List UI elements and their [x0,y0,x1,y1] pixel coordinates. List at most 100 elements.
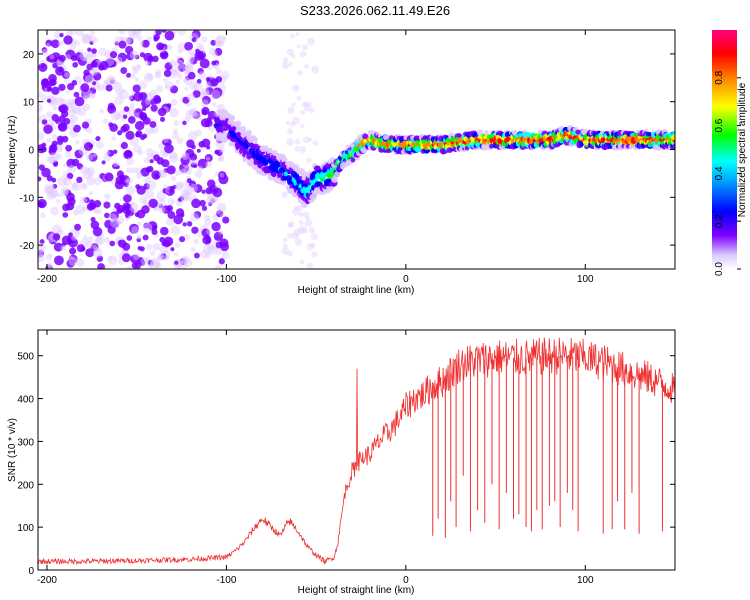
heatmap-point [109,240,116,247]
heatmap-point [50,39,60,49]
heatmap-point [146,36,153,42]
heatmap-point [179,162,190,173]
heatmap-point [63,78,69,84]
heatmap-point [139,41,144,46]
heatmap-point [218,154,224,160]
heatmap-point [196,42,204,50]
heatmap-point [334,170,341,177]
heatmap-point [197,158,208,169]
heatmap-point [61,189,69,197]
heatmap-point [169,59,177,67]
heatmap-point [198,141,206,148]
heatmap-point [291,231,300,240]
heatmap-point [289,33,296,39]
heatmap-point [207,110,217,120]
heatmap-point [159,206,166,214]
heatmap-point [211,60,217,66]
heatmap-point [82,95,89,101]
heatmap-point [119,36,124,41]
heatmap-point [58,83,66,91]
heatmap-point [212,51,218,58]
heatmap-point [125,130,135,140]
heatmap-point [205,76,211,82]
heatmap-point [134,64,141,71]
heatmap-point [175,183,182,190]
heatmap-point [197,68,204,75]
heatmap-point [304,219,313,228]
heatmap-point [183,233,190,241]
heatmap-point [207,244,215,251]
heatmap-point [125,185,135,196]
heatmap-point [167,198,175,206]
heatmap-point [202,95,211,105]
heatmap-point [187,71,196,80]
heatmap-point [217,40,224,47]
heatmap-point [160,50,168,59]
heatmap-point [46,155,55,164]
heatmap-point [82,103,90,111]
y-tick-label: -10 [20,193,35,204]
heatmap-point [177,42,187,52]
heatmap-point [163,254,170,261]
heatmap-point [201,228,210,237]
heatmap-point [108,77,117,85]
heatmap-point [66,259,75,268]
heatmap-point [210,78,219,87]
heatmap-point [104,172,114,182]
heatmap-point [187,48,195,56]
heatmap-point [281,191,288,198]
heatmap-point [46,98,52,103]
heatmap-point [48,253,53,258]
heatmap-point [68,30,77,36]
heatmap-point [144,127,150,132]
heatmap-point [201,99,209,108]
heatmap-point [59,32,64,38]
heatmap-point [135,131,141,138]
heatmap-point [184,41,193,51]
heatmap-point [126,37,134,45]
heatmap-point [202,235,212,245]
heatmap-point [126,157,135,166]
heatmap-point [221,251,230,260]
heatmap-point [304,104,312,112]
heatmap-point [87,236,94,243]
heatmap-point [109,60,117,68]
heatmap-point [131,226,139,234]
heatmap-point [163,137,169,143]
heatmap-point [38,131,45,141]
heatmap-point [149,127,155,133]
heatmap-point [136,149,144,156]
heatmap-point [58,115,66,123]
heatmap-point [104,193,111,200]
heatmap-point [53,242,63,252]
heatmap-point [168,188,174,194]
heatmap-point [184,86,189,92]
heatmap-point [91,52,97,58]
heatmap-point [127,30,137,37]
heatmap-point [69,42,77,50]
heatmap-point [145,99,151,105]
heatmap-point [38,153,41,158]
heatmap-point [300,170,307,178]
heatmap-point [194,170,203,178]
heatmap-point [147,130,152,136]
heatmap-point [218,230,223,235]
heatmap-point [117,130,123,136]
heatmap-point [193,82,203,91]
heatmap-point [301,44,309,51]
heatmap-point [173,214,184,225]
heatmap-point [172,132,180,140]
heatmap-point [282,243,288,249]
heatmap-point [385,148,390,154]
heatmap-point [281,247,290,255]
heatmap-point [218,155,225,162]
heatmap-point [290,54,296,59]
heatmap-point [136,257,145,265]
heatmap-point [43,78,49,83]
heatmap-point [476,129,484,136]
heatmap-point [154,69,162,76]
heatmap-point [103,236,111,244]
heatmap-point [76,244,85,253]
heatmap-point [124,36,133,44]
heatmap-point [177,197,183,202]
